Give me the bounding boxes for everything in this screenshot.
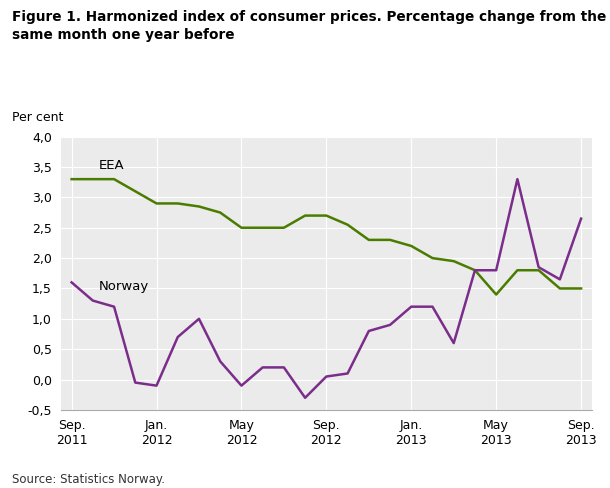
Text: EEA: EEA: [99, 159, 125, 172]
Text: Figure 1. Harmonized index of consumer prices. Percentage change from the
same m: Figure 1. Harmonized index of consumer p…: [12, 10, 606, 42]
Text: Source: Statistics Norway.: Source: Statistics Norway.: [12, 472, 165, 486]
Text: Per cent: Per cent: [12, 111, 63, 124]
Text: Norway: Norway: [99, 280, 149, 293]
